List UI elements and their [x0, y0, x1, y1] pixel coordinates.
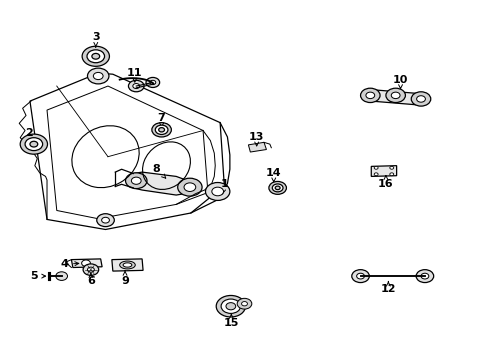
Circle shape — [155, 125, 167, 134]
Circle shape — [351, 270, 368, 283]
Circle shape — [82, 46, 109, 66]
Circle shape — [385, 88, 405, 103]
Text: 12: 12 — [380, 282, 395, 294]
Circle shape — [152, 123, 171, 137]
Circle shape — [420, 273, 428, 279]
Text: 15: 15 — [223, 314, 239, 328]
Text: 3: 3 — [92, 32, 100, 47]
Circle shape — [373, 173, 377, 176]
Text: 5: 5 — [30, 271, 45, 281]
Circle shape — [20, 134, 47, 154]
Text: 6: 6 — [87, 273, 95, 286]
Circle shape — [158, 128, 164, 132]
Circle shape — [211, 187, 223, 196]
Text: 9: 9 — [121, 271, 129, 286]
Circle shape — [241, 302, 247, 306]
Polygon shape — [112, 259, 143, 271]
Circle shape — [389, 173, 393, 176]
Polygon shape — [366, 90, 424, 105]
Circle shape — [183, 183, 195, 192]
Polygon shape — [133, 172, 193, 195]
Circle shape — [150, 80, 156, 85]
Circle shape — [97, 214, 114, 226]
Circle shape — [102, 217, 109, 223]
Circle shape — [25, 138, 42, 150]
Circle shape — [81, 260, 90, 266]
Ellipse shape — [120, 261, 135, 269]
Circle shape — [128, 80, 144, 92]
Circle shape — [410, 92, 430, 106]
Circle shape — [268, 181, 286, 194]
Text: 16: 16 — [377, 176, 393, 189]
Circle shape — [216, 296, 245, 317]
Text: 4: 4 — [60, 259, 79, 269]
Ellipse shape — [123, 263, 132, 267]
Circle shape — [365, 92, 374, 99]
Circle shape — [30, 141, 38, 147]
Text: 8: 8 — [153, 164, 165, 178]
Circle shape — [125, 173, 147, 189]
Circle shape — [23, 135, 44, 151]
Polygon shape — [248, 142, 266, 152]
Circle shape — [92, 53, 100, 59]
Circle shape — [415, 270, 433, 283]
Circle shape — [93, 72, 103, 80]
Circle shape — [373, 166, 377, 169]
Circle shape — [133, 84, 140, 89]
Circle shape — [356, 273, 364, 279]
Circle shape — [205, 183, 229, 201]
Text: 14: 14 — [265, 168, 281, 182]
Polygon shape — [370, 166, 396, 176]
Text: 10: 10 — [392, 75, 407, 89]
Circle shape — [87, 267, 94, 272]
Circle shape — [225, 303, 235, 310]
Text: 1: 1 — [221, 179, 228, 194]
Circle shape — [360, 88, 379, 103]
Circle shape — [87, 68, 109, 84]
Circle shape — [131, 177, 141, 184]
Text: 2: 2 — [25, 129, 34, 144]
Circle shape — [275, 186, 280, 190]
Circle shape — [146, 77, 159, 87]
Text: 7: 7 — [158, 113, 165, 127]
Circle shape — [389, 166, 393, 169]
Text: 13: 13 — [248, 132, 264, 146]
Circle shape — [56, 272, 67, 280]
Text: 11: 11 — [127, 68, 142, 82]
Circle shape — [390, 92, 399, 99]
Circle shape — [416, 96, 425, 102]
Polygon shape — [71, 259, 102, 267]
Circle shape — [221, 299, 240, 314]
Circle shape — [83, 264, 99, 275]
Circle shape — [237, 298, 251, 309]
Circle shape — [272, 184, 283, 192]
Circle shape — [177, 178, 202, 196]
Circle shape — [87, 50, 104, 63]
